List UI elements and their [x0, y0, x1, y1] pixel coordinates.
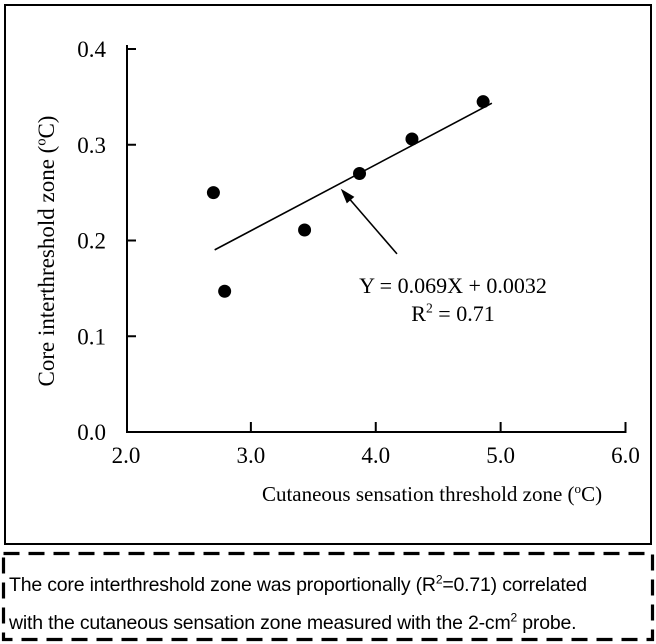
- x-tick-label: 3.0: [237, 443, 266, 468]
- y-tick-label: 0.4: [77, 37, 106, 62]
- caption-dashed-border: [1, 551, 655, 642]
- caption-line-1-rest: =0.71) correlated: [442, 574, 587, 596]
- caption-line-1-sup: 2: [435, 572, 443, 587]
- caption-line-2-text: with the cutaneous sensation zone measur…: [9, 612, 511, 634]
- data-point: [353, 166, 367, 180]
- caption-line-1: The core interthreshold zone was proport…: [9, 572, 653, 596]
- data-point: [298, 223, 312, 237]
- caption-line-1-text: The core interthreshold zone was proport…: [9, 574, 436, 596]
- data-point: [405, 132, 419, 146]
- degree-sup: o: [33, 138, 50, 146]
- x-axis-title-text: Cutaneous sensation threshold zone (: [261, 482, 575, 506]
- y-tick-label: 0.0: [77, 420, 106, 445]
- trend-line: [214, 102, 493, 251]
- x-tick-label: 6.0: [611, 443, 640, 468]
- y-tick-label: 0.2: [77, 229, 106, 254]
- degree-sup: o: [574, 481, 582, 496]
- regression-annotation: Y = 0.069X + 0.0032 R2 = 0.71: [288, 272, 618, 328]
- y-tick-label: 0.1: [77, 324, 106, 349]
- regression-r-squared: R2 = 0.71: [288, 300, 618, 328]
- caption-line-2-sup: 2: [510, 610, 518, 625]
- caption-line-2: with the cutaneous sensation zone measur…: [9, 610, 653, 634]
- annotation-arrow-head: [340, 188, 355, 204]
- r-squared-sup: 2: [425, 300, 433, 316]
- data-point: [218, 284, 232, 298]
- y-axis-title-text: Core interthreshold zone (: [34, 145, 59, 387]
- x-axis-title: Cutaneous sensation threshold zone (oC): [182, 482, 656, 512]
- r-squared-value: = 0.71: [432, 301, 495, 326]
- x-tick-label: 2.0: [112, 443, 141, 468]
- chart-panel-border: [4, 4, 652, 545]
- data-point: [206, 186, 220, 200]
- data-point: [476, 95, 490, 109]
- y-tick-label: 0.3: [77, 133, 106, 158]
- x-tick-label: 4.0: [361, 443, 390, 468]
- regression-equation: Y = 0.069X + 0.0032: [359, 273, 547, 298]
- annotation-arrow-shaft: [344, 192, 398, 255]
- x-tick-label: 5.0: [486, 443, 515, 468]
- x-axis-title-unit: C): [581, 482, 603, 506]
- caption-line-2-rest: probe.: [517, 612, 577, 634]
- y-axis-title: Core interthreshold zone (oC): [33, 71, 66, 431]
- r-squared-base: R: [411, 301, 426, 326]
- y-axis-title-unit: C): [34, 115, 59, 139]
